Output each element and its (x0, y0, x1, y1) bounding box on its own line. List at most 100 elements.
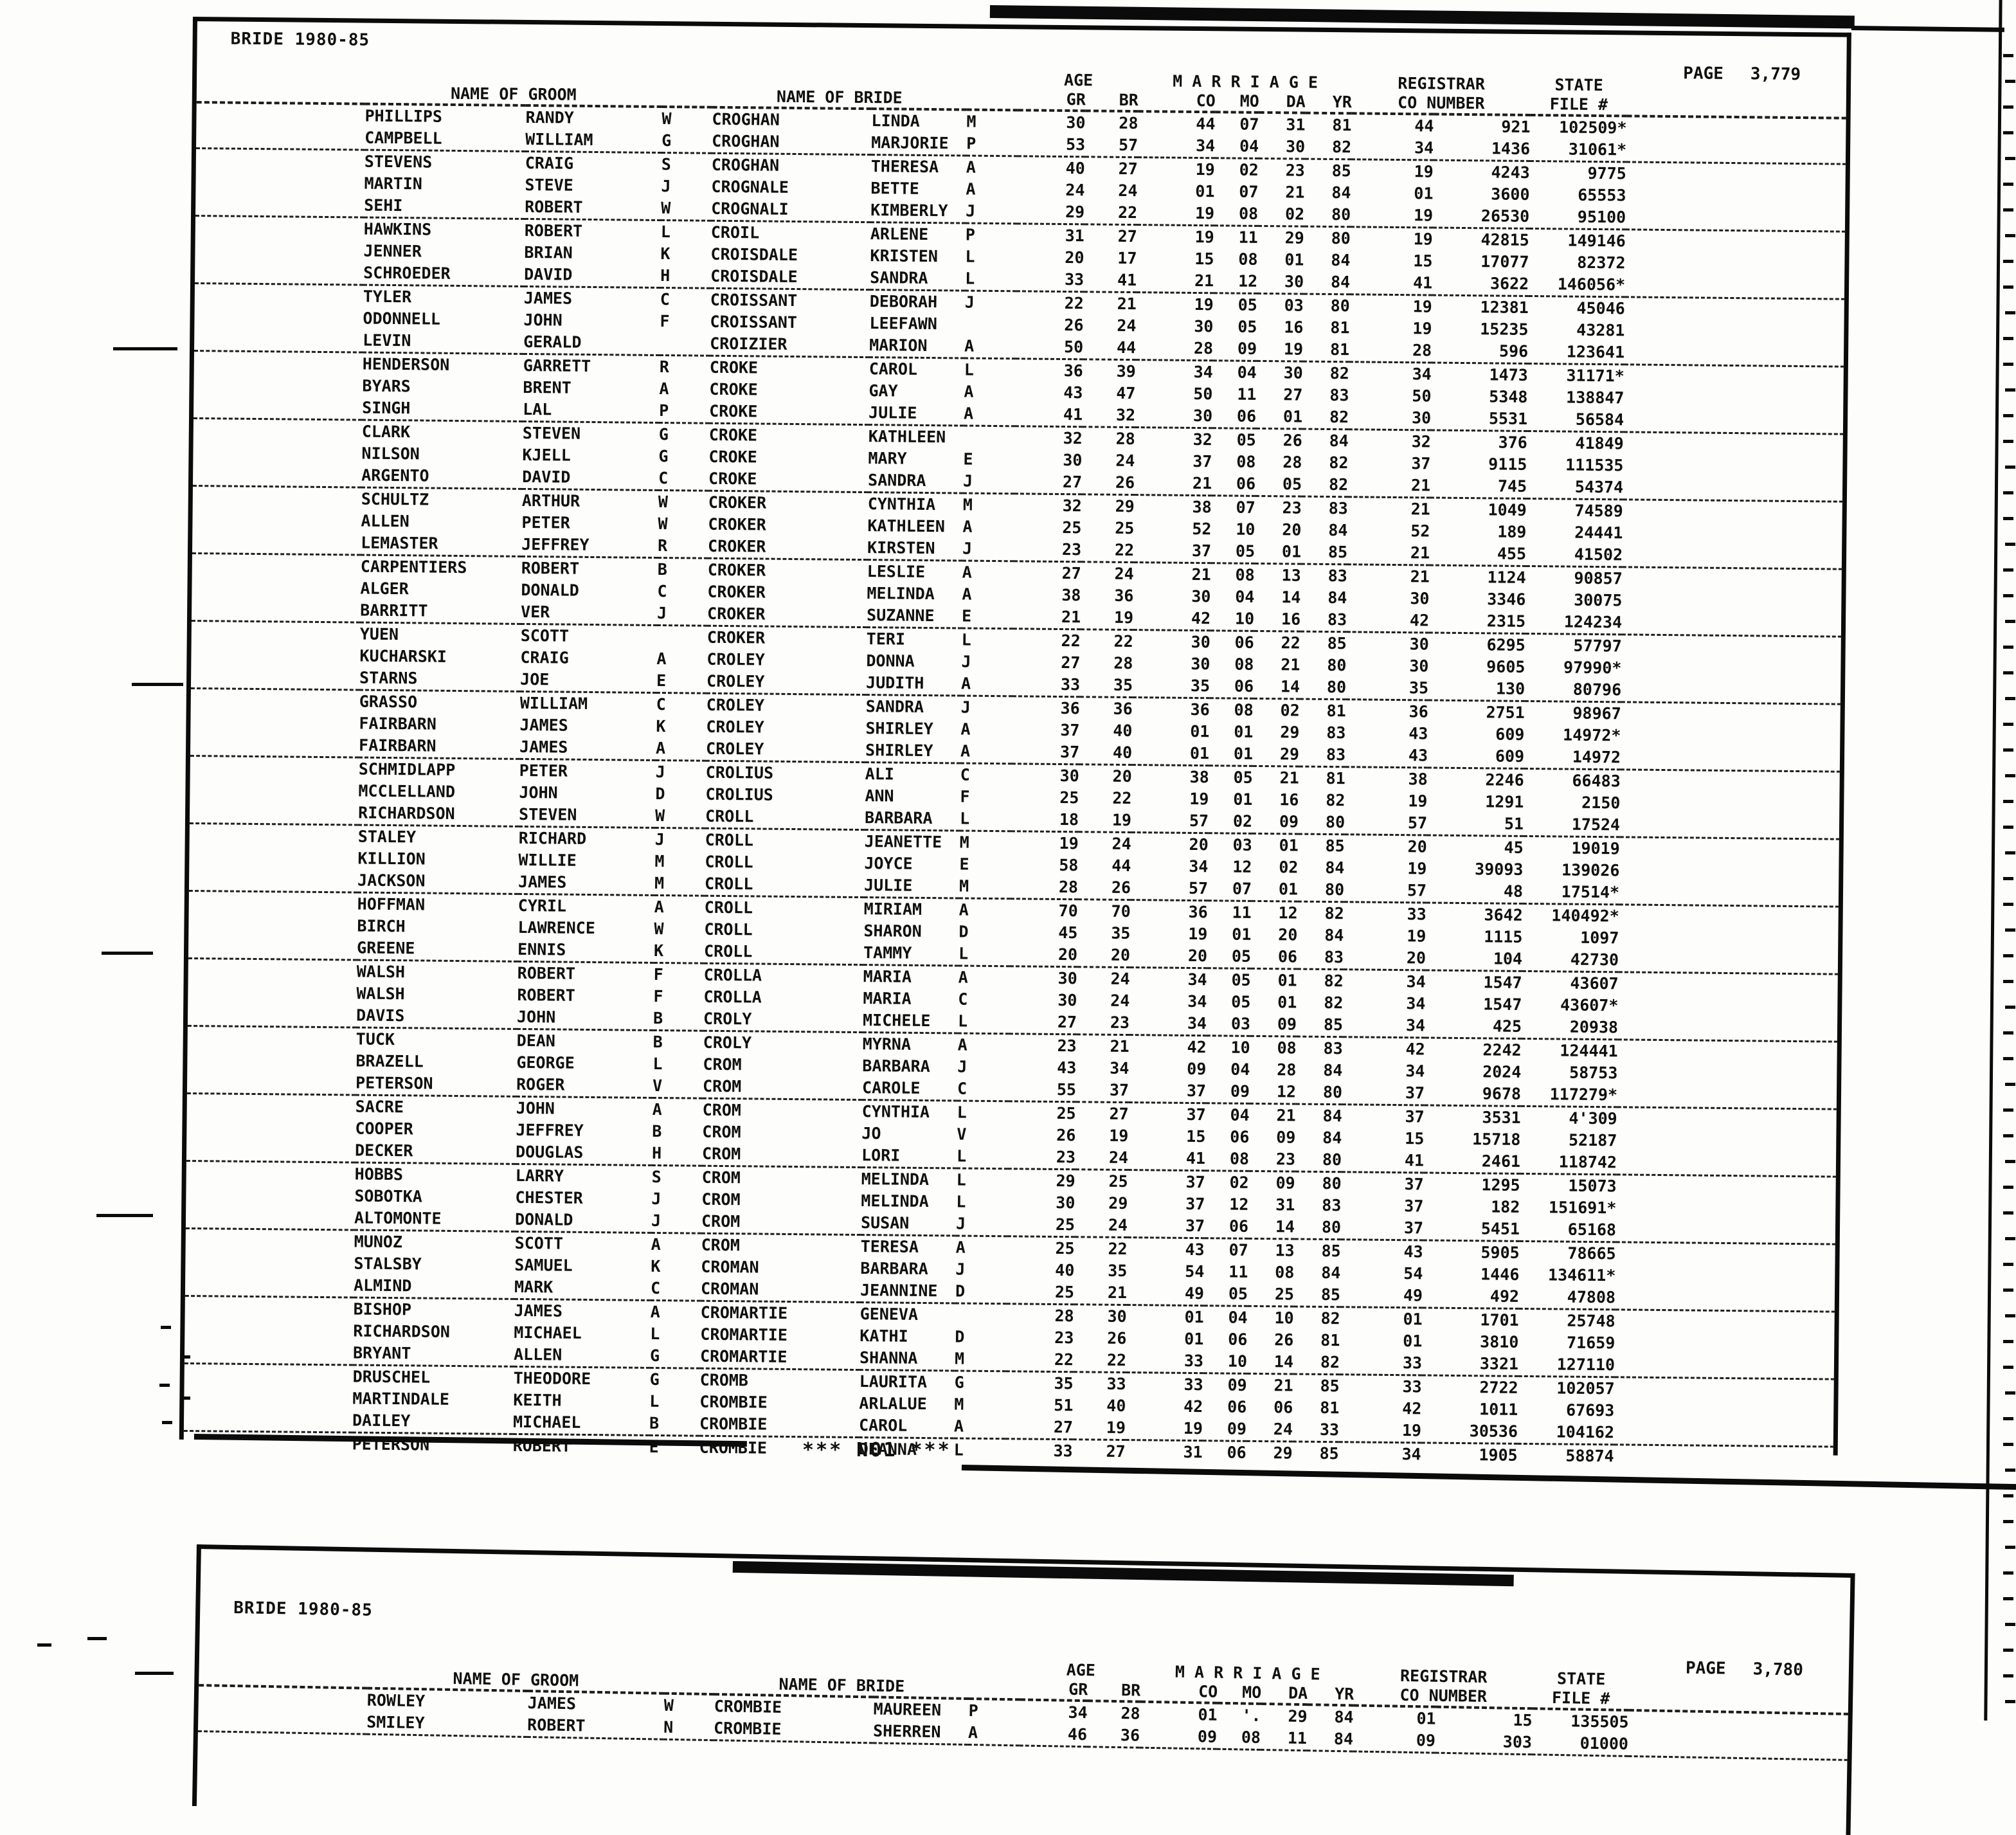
cell-age-br: 27 (1106, 1442, 1126, 1461)
cell-groom-first: ROGER (516, 1073, 653, 1098)
cell-groom-first: ROBERT (517, 963, 576, 983)
cell-groom-mi: J (651, 1189, 662, 1209)
cell-bride-last: CROISDALE (710, 265, 870, 290)
cell-mar-mo: 07 (1239, 182, 1259, 201)
cell-mar-mo: 03 (1206, 1013, 1251, 1036)
cell-mar-co: 34 (1187, 970, 1207, 990)
scan-dash (2005, 543, 2015, 546)
cell-mar-mo: 12 (1232, 857, 1252, 876)
cell-mar-co: 19 (1194, 227, 1214, 247)
cell-state-file: 31171* (1566, 366, 1625, 386)
cell-groom-last: CAMPBELL (364, 127, 526, 152)
cell-bride-first: SANDRA (867, 469, 964, 494)
cell-groom-first: LARRY (515, 1166, 564, 1186)
cell-mar-mo: 06 (1212, 405, 1257, 429)
cell-mar-mo: 07 (1228, 1240, 1248, 1260)
cell-bride-mi: L (961, 630, 971, 649)
cell-mar-da: 08 (1275, 1263, 1295, 1282)
header-registrar: REGISTRAR (1400, 1666, 1488, 1687)
cell-groom-first: JAMES (527, 1694, 577, 1713)
cell-bride-mi: L (956, 1145, 1009, 1169)
cell-mar-da: 09 (1275, 1173, 1295, 1193)
scan-dash (2005, 1006, 2015, 1009)
cell-state-file: 82372 (1577, 253, 1626, 273)
scan-dash (2003, 131, 2013, 134)
cell-age-gr: 27 (1009, 1011, 1077, 1035)
cell-state-file: 98967 (1572, 703, 1621, 723)
cell-reg-co: 37 (1405, 1107, 1425, 1126)
cell-mar-da: 29 (1284, 228, 1304, 248)
cell-mar-mo: 05 (1238, 295, 1257, 314)
cell-bride-last: CROLIUS (705, 763, 774, 782)
page1-frame: BRIDE 1980-85 PAGE 3,779 AGE M A R R I A … (179, 17, 1851, 1465)
cell-age-gr: 26 (1064, 316, 1084, 335)
cell-bride-last: CROLL (705, 852, 753, 872)
cell-state-file: 97990* (1563, 658, 1622, 678)
cell-bride-last: CROIL (710, 222, 760, 242)
cell-bride-last: CROKE (708, 425, 758, 445)
cell-mar-mo: 04 (1214, 135, 1259, 159)
cell-mar-co: 19 (1188, 924, 1208, 944)
cell-age-gr: 25 (1059, 788, 1079, 808)
cell-groom-first: JEFFREY (521, 533, 658, 558)
cell-reg-co: 21 (1347, 474, 1431, 498)
cell-state-file: 57797 (1573, 636, 1622, 656)
cell-state-file: 17514* (1522, 880, 1620, 905)
cell-age-br: 44 (1083, 336, 1137, 360)
cell-age-gr: 29 (1056, 1171, 1076, 1191)
cell-groom-last: RICHARDSON (357, 802, 519, 827)
scan-dash (2005, 388, 2015, 392)
cell-reg-co: 30 (1409, 635, 1429, 654)
cell-reg-num: 104 (1425, 947, 1523, 972)
cell-groom-mi: A (651, 1234, 661, 1254)
cell-mar-da: 06 (1250, 945, 1298, 970)
cell-groom-first: KJELL (522, 445, 571, 465)
cell-reg-num: 12381 (1480, 298, 1529, 317)
cell-reg-co: 01 (1416, 1709, 1436, 1728)
cell-mar-co: 20 (1130, 945, 1208, 968)
cell-groom-last: WALSH (356, 962, 406, 982)
cell-bride-last: CROGNALI (710, 197, 871, 222)
cell-reg-co: 01 (1403, 1332, 1423, 1351)
scan-dash (2003, 954, 2013, 957)
cell-reg-co: 34 (1342, 1014, 1426, 1038)
cell-mar-mo: 06 (1204, 1215, 1249, 1239)
cell-mar-co: 42 (1187, 1037, 1207, 1057)
cell-groom-first: RICHARD (518, 828, 587, 848)
cell-age-gr: 27 (1014, 471, 1083, 494)
cell-age-br: 36 (1086, 1724, 1140, 1748)
scan-dash (2005, 1623, 2015, 1626)
cell-reg-co: 33 (1402, 1377, 1422, 1397)
cell-bride-first: CYNTHIA (867, 494, 936, 514)
cell-groom-mi: H (651, 1142, 703, 1166)
scan-dash (2003, 1186, 2013, 1189)
cell-mar-yr: 81 (1320, 1398, 1340, 1418)
cell-mar-co: 01 (1198, 1705, 1218, 1724)
cell-bride-mi: C (960, 765, 970, 784)
cell-state-file: 124234 (1525, 610, 1623, 635)
cell-groom-last: KILLION (357, 849, 426, 869)
cell-state-file: 124441 (1560, 1041, 1618, 1061)
cell-mar-co: 30 (1135, 404, 1213, 428)
cell-groom-first: ALLEN (513, 1343, 651, 1368)
cell-reg-co: 15 (1413, 251, 1433, 271)
cell-state-file: 20938 (1521, 1015, 1619, 1040)
cell-age-br: 22 (1081, 539, 1135, 563)
cell-reg-num: 1049 (1488, 500, 1527, 520)
cell-groom-first: SAMUEL (514, 1255, 573, 1275)
cell-mar-yr: 84 (1303, 271, 1351, 294)
cell-mar-mo: 06 (1211, 473, 1256, 496)
cell-mar-co: 54 (1185, 1261, 1205, 1281)
cell-mar-co: 01 (1184, 1329, 1204, 1349)
cell-mar-mo: 07 (1236, 498, 1256, 517)
cell-mar-da: 01 (1277, 971, 1297, 990)
cell-age-br: 33 (1106, 1374, 1126, 1394)
cell-age-gr: 26 (1056, 1125, 1076, 1145)
cell-groom-last: BISHOP (353, 1299, 412, 1319)
cell-mar-mo: 05 (1231, 970, 1251, 990)
cell-groom-first: JOHN (523, 310, 562, 330)
cell-groom-first: WILLIAM (519, 693, 588, 713)
cell-reg-co: 57 (1344, 811, 1428, 835)
cell-mar-co: 42 (1133, 607, 1211, 631)
scan-dash (2003, 183, 2013, 186)
